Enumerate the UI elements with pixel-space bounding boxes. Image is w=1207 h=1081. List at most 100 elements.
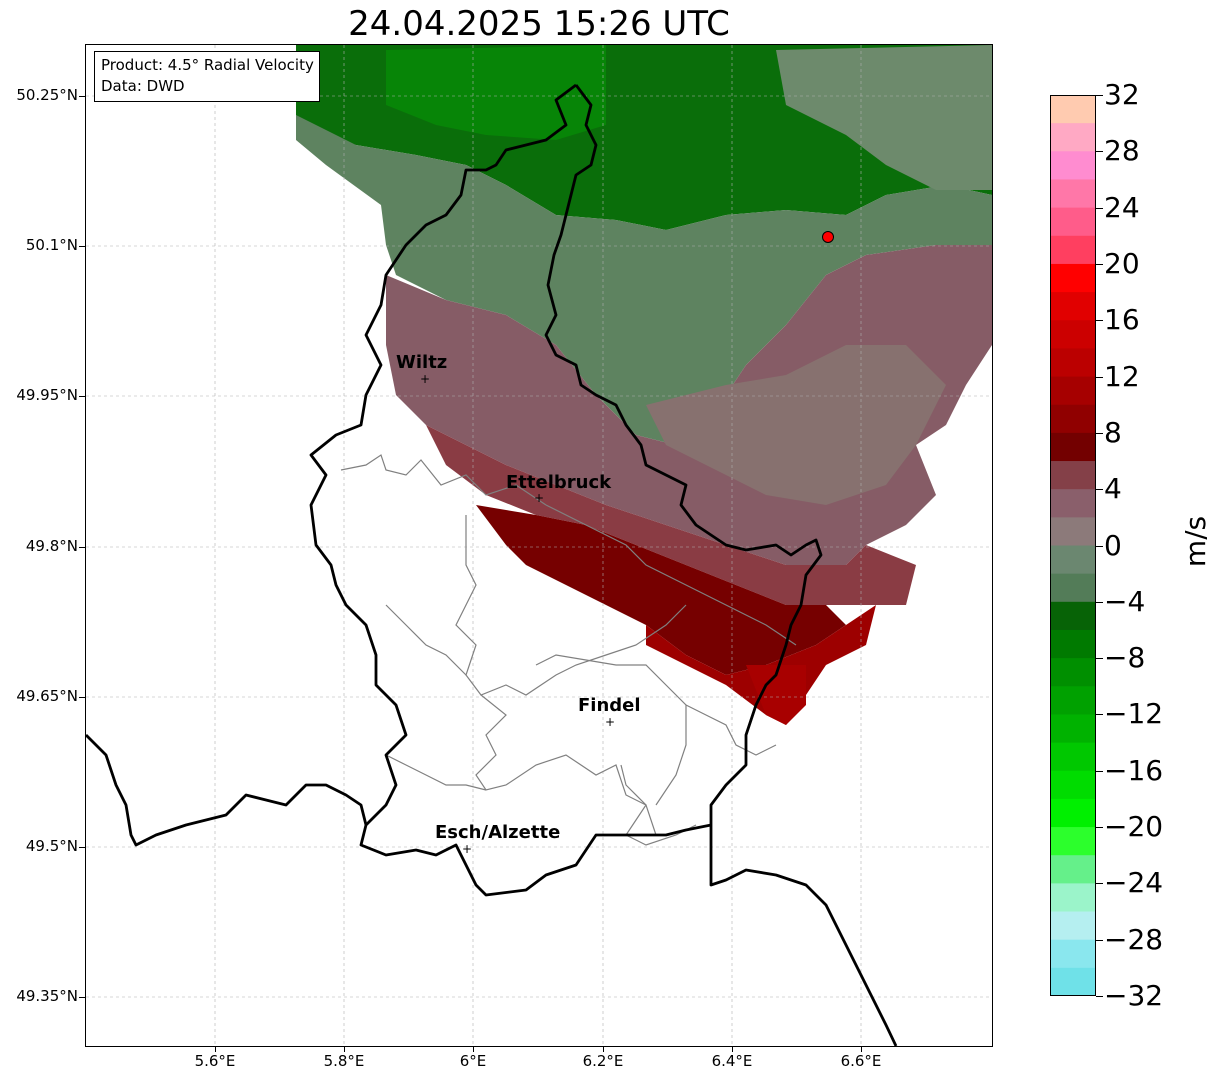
lat-tick-label: 49.65°N — [16, 687, 78, 705]
city-label: Findel — [578, 695, 641, 716]
colorbar-segment — [1050, 320, 1096, 350]
colorbar-tick-label: 0 — [1104, 528, 1122, 562]
colorbar-tick — [1096, 489, 1103, 491]
colorbar-tick-label: 32 — [1104, 78, 1140, 111]
colorbar-segment — [1050, 207, 1096, 237]
lat-tick — [79, 697, 85, 698]
colorbar-segment — [1050, 939, 1096, 969]
colorbar-segment — [1050, 489, 1096, 518]
colorbar-segment — [1050, 151, 1096, 181]
colorbar-tick-label: −8 — [1104, 641, 1146, 675]
lat-tick-label: 50.1°N — [25, 236, 78, 254]
map-title: 24.04.2025 15:26 UTC — [348, 4, 730, 44]
luxembourg-border-west — [309, 83, 712, 897]
colorbar-tick — [1096, 376, 1103, 378]
lat-tick-label: 49.5°N — [25, 837, 78, 855]
colorbar-segment — [1050, 714, 1096, 744]
colorbar-tick-label: −32 — [1104, 979, 1164, 1012]
colorbar-tick-label: 24 — [1104, 190, 1140, 224]
national-border — [544, 84, 898, 1046]
echo-gray-core — [646, 345, 946, 505]
city-marker: + — [534, 491, 544, 505]
echo-red-brown-band — [426, 425, 916, 605]
colorbar-tick-label: 20 — [1104, 246, 1140, 280]
colorbar-tick — [1096, 263, 1103, 265]
colorbar-tick — [1096, 151, 1103, 153]
lon-tick — [603, 1046, 604, 1052]
colorbar-tick — [1096, 658, 1103, 660]
colorbar-segment — [1050, 376, 1096, 406]
lon-tick-label: 6.4°E — [711, 1052, 753, 1070]
product-info-box: Product: 4.5° Radial Velocity Data: DWD — [94, 51, 320, 102]
colorbar-segment — [1050, 827, 1096, 856]
lon-tick — [344, 1046, 345, 1052]
colorbar-tick — [1096, 996, 1103, 997]
radar-map: Wiltz + Ettelbruck + Findel + Esch/Alzet… — [86, 45, 992, 1046]
colorbar-tick-label: −4 — [1104, 584, 1146, 618]
colorbar-segment — [1050, 292, 1096, 321]
lon-tick — [215, 1046, 216, 1052]
lat-tick — [79, 96, 85, 97]
colorbar-tick-label: 8 — [1104, 415, 1122, 449]
colorbar-tick-label: 12 — [1104, 359, 1140, 393]
colorbar-segment — [1050, 573, 1096, 603]
lon-tick-label: 5.6°E — [194, 1052, 236, 1070]
city-esch-alzette: Esch/Alzette + — [435, 822, 560, 856]
city-label: Ettelbruck — [506, 472, 612, 493]
echo-darkred-core — [476, 505, 846, 675]
colorbar-tick — [1096, 207, 1103, 209]
colorbar-segment — [1050, 798, 1096, 828]
colorbar-segment — [1050, 517, 1096, 547]
lon-tick-label: 5.8°E — [323, 1052, 365, 1070]
colorbar-segment — [1050, 770, 1096, 800]
data-source-label: Data: DWD — [101, 77, 185, 95]
city-label: Wiltz — [396, 352, 447, 373]
france-belgium-border — [86, 734, 368, 847]
colorbar-segment — [1050, 911, 1096, 941]
lon-tick-label: 6.2°E — [582, 1052, 624, 1070]
product-label: Product: 4.5° Radial Velocity — [101, 56, 314, 74]
echo-gray-green-northeast — [776, 45, 992, 190]
city-marker: + — [462, 842, 472, 856]
lon-tick — [861, 1046, 862, 1052]
radar-echo-layer — [296, 45, 992, 725]
colorbar-tick-label: 16 — [1104, 303, 1140, 337]
colorbar-segment — [1050, 432, 1096, 462]
colorbar-segment — [1050, 545, 1096, 575]
city-marker: + — [605, 715, 615, 729]
graticule — [86, 45, 992, 1046]
colorbar-tick-label: −20 — [1104, 810, 1164, 844]
city-findel: Findel + — [578, 695, 641, 729]
lon-tick — [732, 1046, 733, 1052]
lat-tick — [79, 396, 85, 397]
lon-tick-label: 6.6°E — [840, 1052, 882, 1070]
colorbar-tick — [1096, 714, 1103, 716]
city-label: Esch/Alzette — [435, 822, 560, 843]
colorbar-tick — [1096, 432, 1103, 434]
lat-tick — [79, 547, 85, 548]
echo-green-gray-west — [296, 115, 992, 445]
colorbar-tick — [1096, 545, 1103, 547]
colorbar-tick — [1096, 883, 1103, 885]
lat-tick — [79, 246, 85, 247]
colorbar-tick — [1096, 601, 1103, 603]
colorbar-tick — [1096, 827, 1103, 829]
lat-tick-label: 49.95°N — [16, 386, 78, 404]
colorbar-tick — [1096, 770, 1103, 772]
lat-tick-label: 49.35°N — [16, 987, 78, 1005]
city-marker: + — [420, 372, 430, 386]
colorbar-segment — [1050, 658, 1096, 687]
colorbar-segment — [1050, 95, 1096, 124]
echo-red-tail — [746, 665, 806, 725]
colorbar-tick-label: −12 — [1104, 697, 1164, 731]
colorbar-tick-label: −16 — [1104, 753, 1164, 787]
lon-tick-label: 6°E — [459, 1052, 487, 1070]
colorbar-segment — [1050, 601, 1096, 631]
radar-site-marker — [822, 231, 834, 243]
colorbar-border — [1050, 95, 1096, 996]
colorbar-segment — [1050, 123, 1096, 152]
colorbar-tick — [1096, 95, 1103, 96]
city-markers: Wiltz + Ettelbruck + Findel + Esch/Alzet… — [396, 352, 641, 856]
colorbar-segment — [1050, 263, 1096, 293]
colorbar — [1050, 95, 1096, 996]
